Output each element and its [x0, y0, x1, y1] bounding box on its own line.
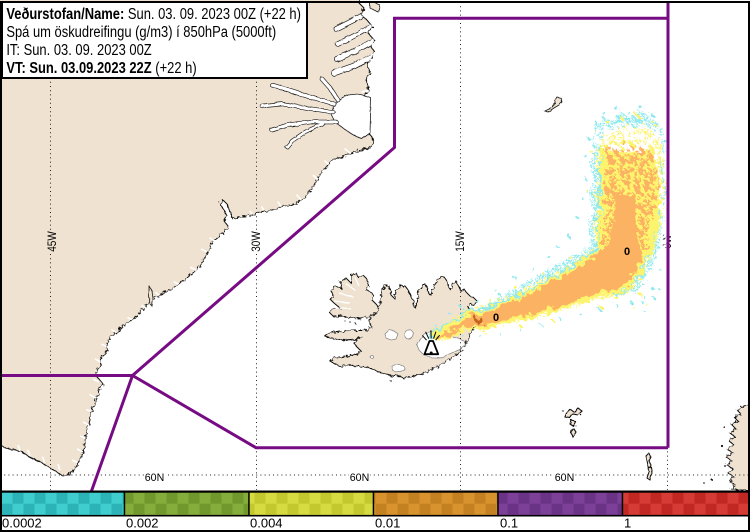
svg-text:0: 0 — [493, 312, 499, 324]
svg-text:0.0002: 0.0002 — [2, 516, 42, 531]
svg-text:60N: 60N — [350, 472, 370, 484]
svg-text:0.01: 0.01 — [375, 516, 400, 531]
svg-text:15W: 15W — [453, 231, 467, 252]
svg-text:30W: 30W — [249, 231, 263, 252]
svg-text:0: 0 — [624, 246, 630, 258]
svg-text:60N: 60N — [555, 472, 575, 484]
svg-text:0.002: 0.002 — [126, 516, 159, 531]
svg-text:45W: 45W — [45, 231, 59, 252]
svg-text:0.1: 0.1 — [500, 516, 518, 531]
svg-text:0.004: 0.004 — [250, 516, 283, 531]
svg-text:1: 1 — [624, 516, 631, 531]
svg-text:60N: 60N — [145, 472, 165, 484]
